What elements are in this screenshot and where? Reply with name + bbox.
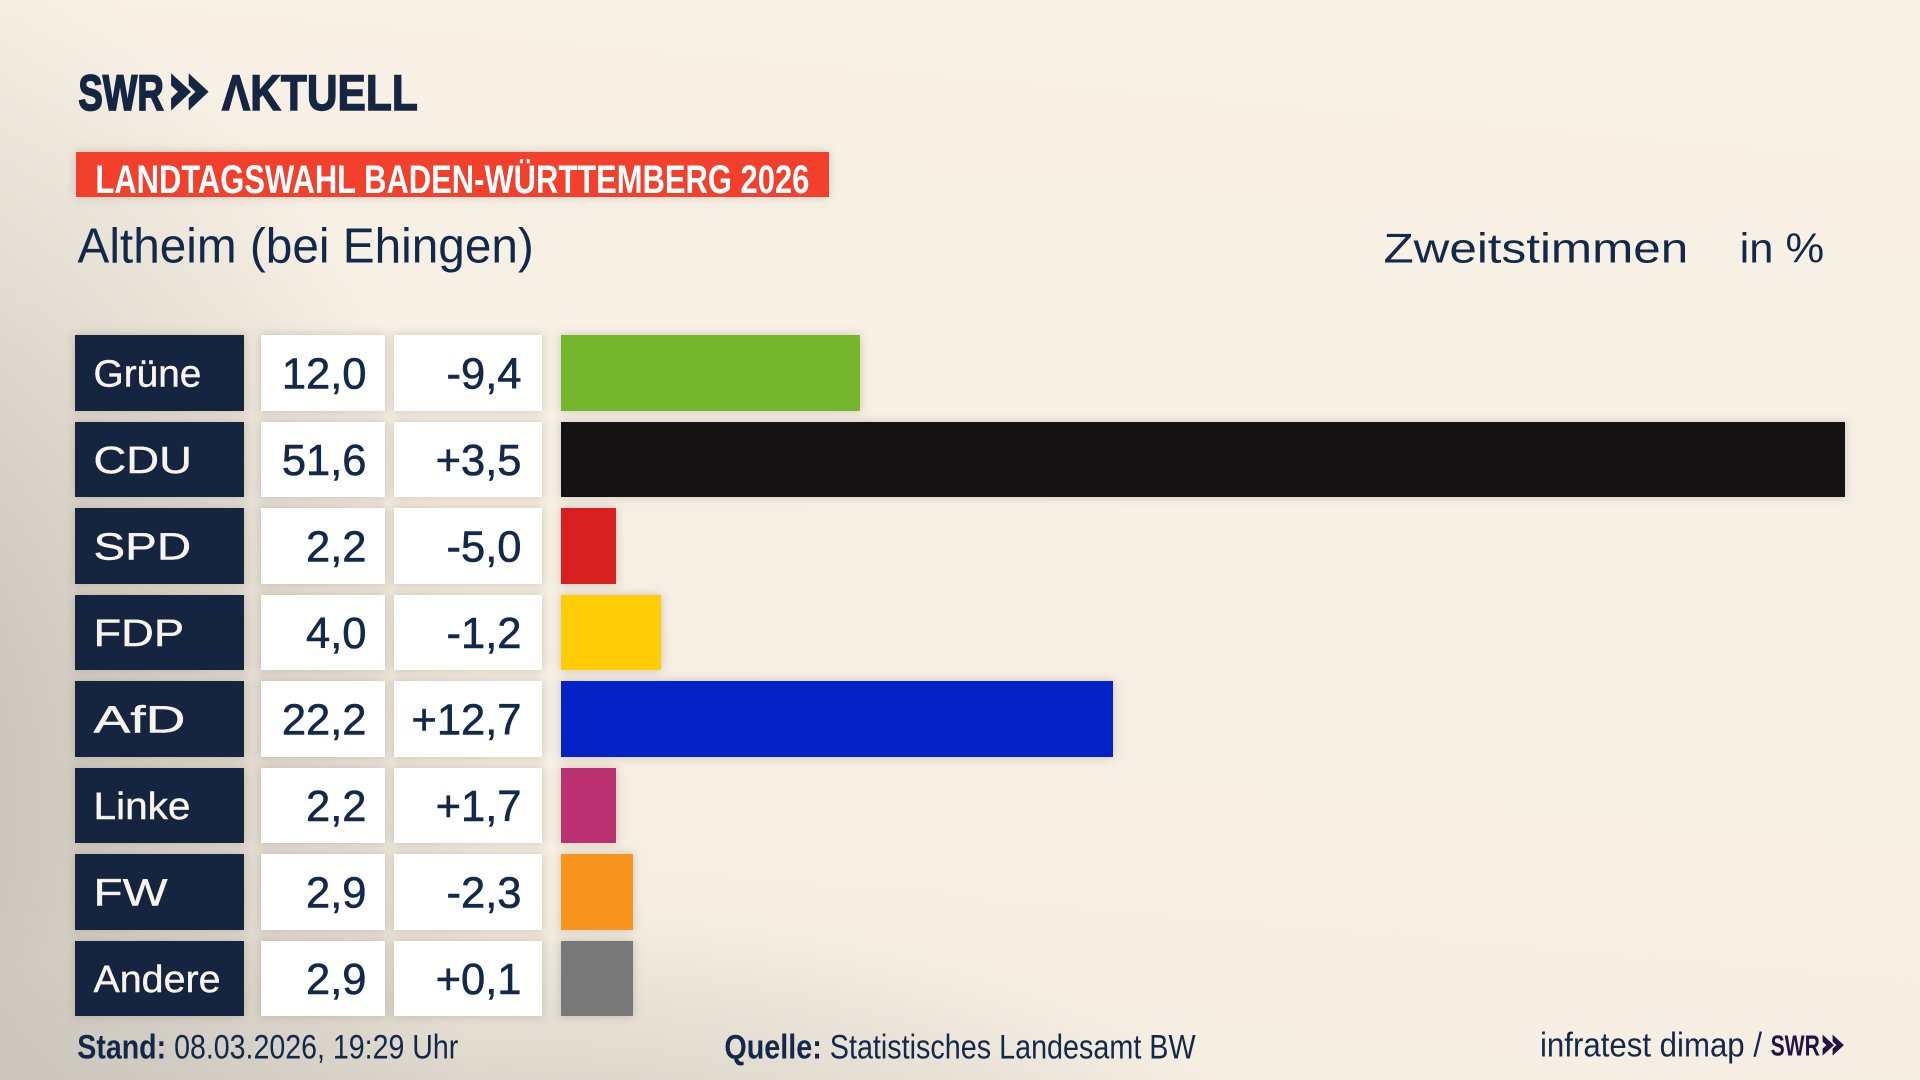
svg-text:-1,2: -1,2 [447,610,522,658]
svg-text:in %: in % [1740,225,1825,272]
svg-text:51,6: 51,6 [282,437,367,485]
svg-text:Altheim (bei Ehingen): Altheim (bei Ehingen) [78,220,534,274]
svg-text:-9,4: -9,4 [447,351,522,399]
svg-text:12,0: 12,0 [282,351,367,399]
svg-text:LANDTAGSWAHL BADEN-WÜRTTEMBERG: LANDTAGSWAHL BADEN-WÜRTTEMBERG 2026 [95,157,809,202]
svg-text:-2,3: -2,3 [447,870,522,918]
svg-text:Zweitstimmen: Zweitstimmen [1384,225,1689,272]
svg-text:+0,1: +0,1 [436,956,522,1004]
svg-text:FDP: FDP [94,613,185,655]
svg-text:AfD: AfD [94,700,186,742]
svg-text:SWR: SWR [78,65,163,121]
svg-text:22,2: 22,2 [282,697,367,745]
svg-text:CDU: CDU [94,440,192,482]
svg-text:Linke: Linke [94,786,191,828]
svg-text:Andere: Andere [94,959,221,1001]
svg-text:2,9: 2,9 [306,956,366,1004]
svg-text:+3,5: +3,5 [436,437,522,485]
svg-text:2,2: 2,2 [306,783,366,831]
svg-text:Quelle: Statistisches Landesam: Quelle: Statistisches Landesamt BW [724,1029,1195,1067]
svg-text:-5,0: -5,0 [447,524,522,572]
svg-text:4,0: 4,0 [306,610,366,658]
svg-text:infratest dimap /: infratest dimap / [1540,1027,1763,1065]
svg-text:+12,7: +12,7 [411,697,521,745]
svg-text:Stand: 08.03.2026, 19:29 Uhr: Stand: 08.03.2026, 19:29 Uhr [77,1028,458,1066]
svg-text:+1,7: +1,7 [436,783,522,831]
svg-text:SWR: SWR [1771,1031,1820,1063]
svg-text:SPD: SPD [94,527,192,569]
svg-text:2,9: 2,9 [306,870,366,918]
svg-text:ΛKTUELL: ΛKTUELL [222,65,418,121]
svg-text:FW: FW [94,873,168,915]
svg-text:Grüne: Grüne [94,354,202,396]
svg-text:2,2: 2,2 [306,524,366,572]
